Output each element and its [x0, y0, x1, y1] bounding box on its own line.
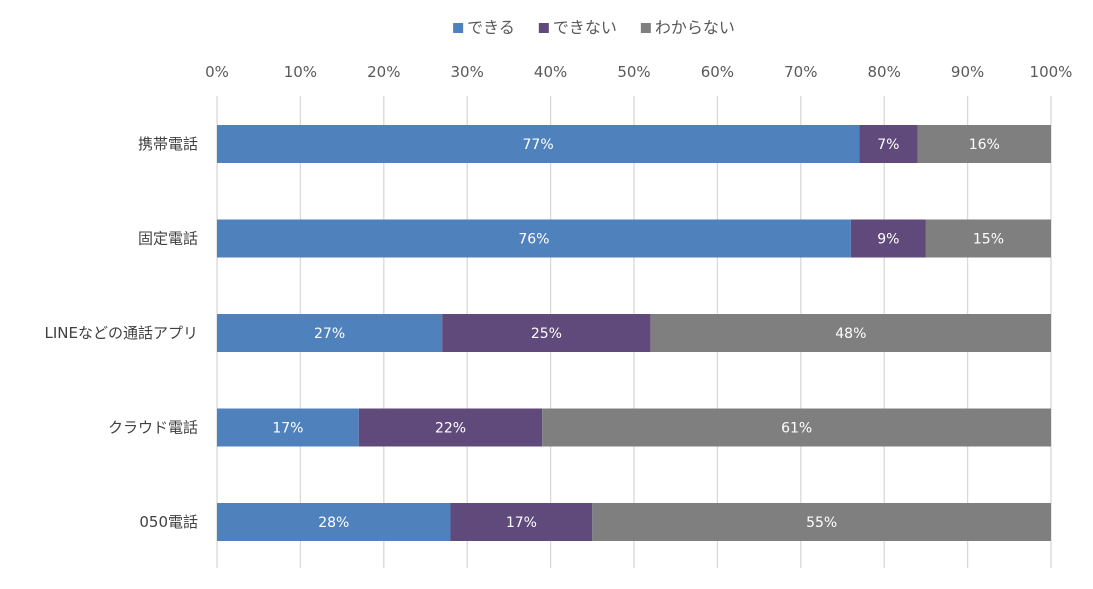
category-label: 050電話	[139, 513, 198, 531]
x-tick-label: 40%	[534, 63, 567, 81]
category-label: 固定電話	[138, 230, 198, 248]
x-tick-label: 80%	[868, 63, 901, 81]
bar-data-labels: 77% 7% 16% 76% 9% 15% 27% 25% 48% 17% 22% 61% 28% 17%…	[272, 137, 1004, 531]
x-tick-label: 10%	[284, 63, 317, 81]
data-label: 48%	[835, 326, 866, 342]
category-label: LINEなどの通話アプリ	[45, 324, 198, 342]
data-label: 17%	[272, 421, 303, 437]
bar-segment	[542, 408, 1051, 447]
legend-swatch	[453, 23, 464, 33]
data-label: 28%	[318, 515, 349, 531]
data-label: 7%	[877, 137, 899, 153]
bar-segment	[217, 503, 451, 541]
legend-item: わからない	[640, 18, 735, 37]
data-label: 27%	[314, 326, 345, 342]
data-label: 9%	[877, 232, 899, 248]
x-tick-label: 70%	[784, 63, 817, 81]
bar-segment	[358, 408, 543, 447]
data-label: 25%	[531, 326, 562, 342]
bar-segment	[850, 219, 926, 258]
category-label: 携帯電話	[138, 135, 198, 153]
bar-segment	[450, 503, 593, 541]
data-label: 22%	[435, 421, 466, 437]
data-label: 55%	[806, 515, 837, 531]
data-label: 76%	[518, 232, 549, 248]
bar-segment	[650, 314, 1051, 352]
legend-label: できない	[553, 18, 617, 37]
x-tick-label: 0%	[205, 63, 229, 81]
x-tick-label: 100%	[1030, 63, 1073, 81]
x-axis-ticks: 0% 10% 20% 30% 40% 50% 60% 70% 80% 90% 100%	[205, 63, 1072, 81]
data-label: 61%	[781, 421, 812, 437]
x-tick-label: 30%	[451, 63, 484, 81]
legend-swatch	[538, 23, 549, 33]
bar-segment	[217, 314, 443, 352]
bar-segment	[217, 125, 860, 163]
x-tick-label: 50%	[617, 63, 650, 81]
legend-swatch	[640, 23, 651, 33]
bar-segment	[925, 219, 1051, 258]
legend-item: できない	[538, 18, 617, 37]
x-tick-label: 60%	[701, 63, 734, 81]
bar-segment	[917, 125, 1051, 163]
legend-label: できる	[467, 18, 515, 37]
chart-legend: できる できない わからない	[453, 18, 735, 37]
data-label: 16%	[969, 137, 1000, 153]
category-label: クラウド電話	[108, 419, 198, 437]
bar-segment	[859, 125, 918, 163]
bar-segment	[442, 314, 651, 352]
x-tick-label: 90%	[951, 63, 984, 81]
bar-segments	[217, 125, 1051, 541]
data-label: 15%	[973, 232, 1004, 248]
bar-segment	[217, 219, 851, 258]
legend-item: できる	[453, 18, 515, 37]
data-label: 77%	[523, 137, 554, 153]
data-label: 17%	[506, 515, 537, 531]
legend-label: わからない	[655, 18, 735, 37]
bar-segment	[592, 503, 1051, 541]
bar-segment	[217, 408, 359, 447]
x-tick-label: 20%	[367, 63, 400, 81]
